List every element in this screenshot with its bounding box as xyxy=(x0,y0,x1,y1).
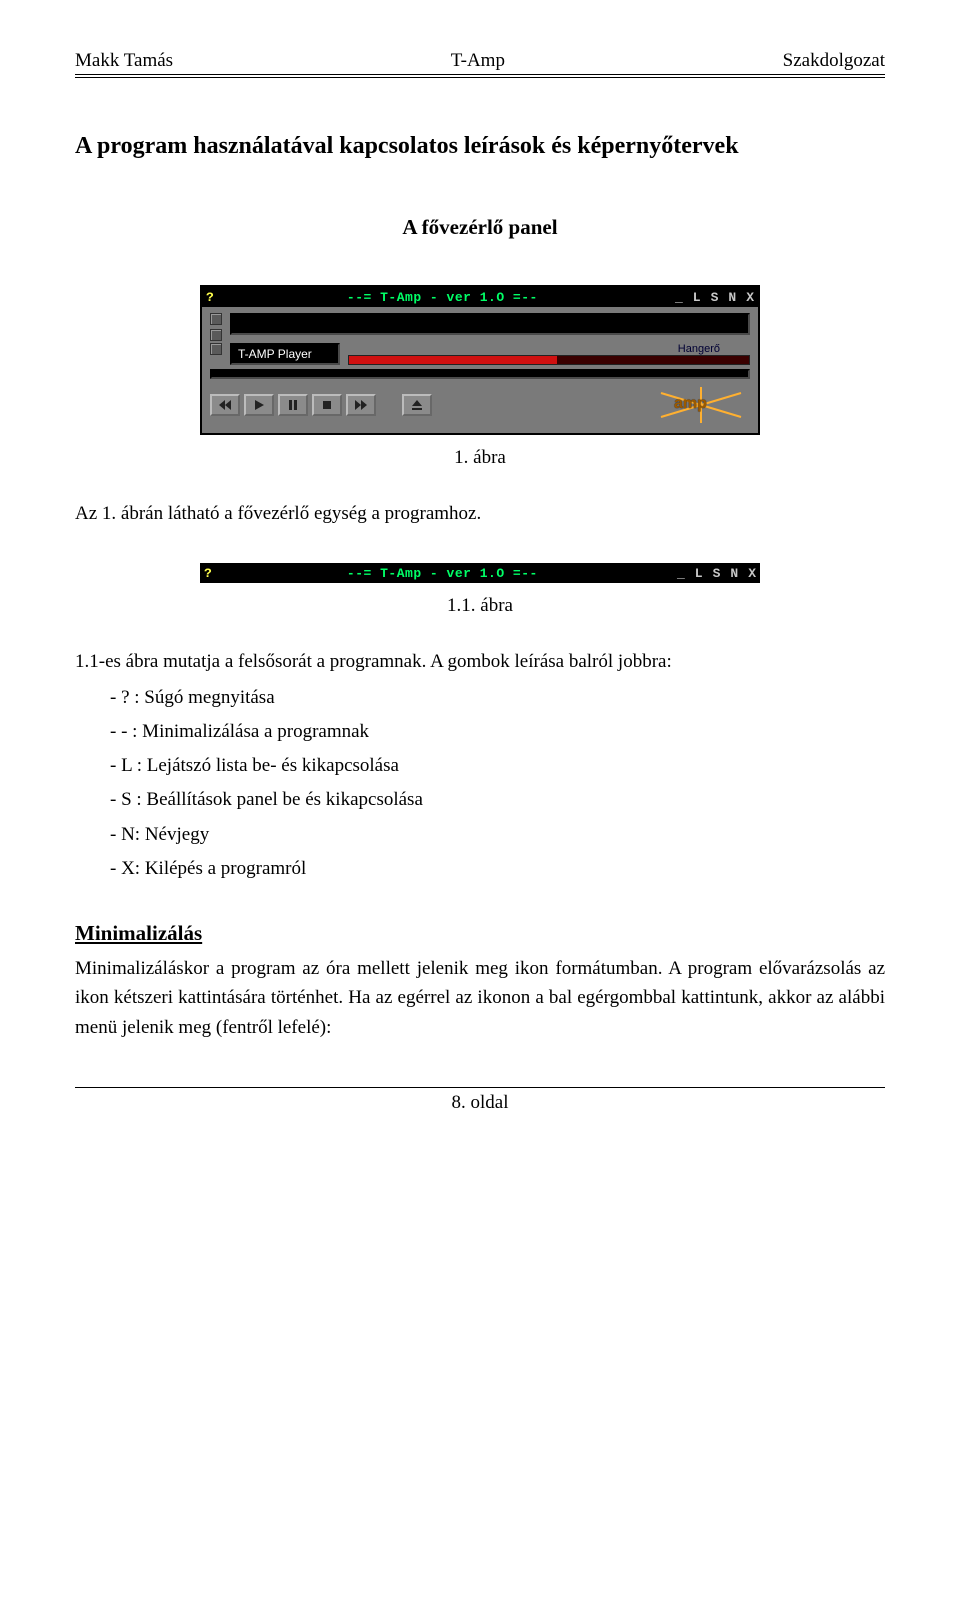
section-subtitle: A fővezérlő panel xyxy=(75,215,885,240)
volume-area: Hangerő xyxy=(348,343,750,365)
player-name-label: T-AMP Player xyxy=(230,343,340,365)
figure-1-1: ? --= T-Amp - ver 1.O =-- _ L S N X xyxy=(75,563,885,583)
about-button[interactable]: N xyxy=(728,290,736,305)
volume-label: Hangerő xyxy=(348,343,750,355)
player-titlebar: ? --= T-Amp - ver 1.O =-- _ L S N X xyxy=(200,563,760,583)
indicator-icon xyxy=(210,343,222,355)
paragraph: 1.1-es ábra mutatja a felsősorát a progr… xyxy=(75,647,885,676)
list-item: ? : Súgó megnyitása xyxy=(75,681,885,715)
figure-1-caption: 1. ábra xyxy=(75,447,885,469)
pause-icon xyxy=(286,398,300,412)
player-title-text: --= T-Amp - ver 1.O =-- xyxy=(347,566,538,581)
play-icon xyxy=(252,398,266,412)
player-titlebar: ? --= T-Amp - ver 1.O =-- _ L S N X xyxy=(202,287,758,307)
eject-button[interactable] xyxy=(402,394,432,416)
next-icon xyxy=(354,398,368,412)
help-button[interactable]: ? xyxy=(204,566,212,581)
playlist-button[interactable]: L xyxy=(693,290,701,305)
header-center: T-Amp xyxy=(451,50,505,72)
playlist-button[interactable]: L xyxy=(695,566,703,581)
tamp-player-window: ? --= T-Amp - ver 1.O =-- _ L S N X xyxy=(200,285,760,435)
header-rule xyxy=(75,74,885,78)
paragraph: Az 1. ábrán látható a fővezérlő egység a… xyxy=(75,499,885,528)
settings-button[interactable]: S xyxy=(713,566,721,581)
volume-slider[interactable] xyxy=(348,355,750,365)
help-button[interactable]: ? xyxy=(206,290,214,305)
page-header: Makk Tamás T-Amp Szakdolgozat xyxy=(75,50,885,72)
minimize-heading: Minimalizálás xyxy=(75,921,885,946)
section-title: A program használatával kapcsolatos leír… xyxy=(75,133,885,160)
stop-button[interactable] xyxy=(312,394,342,416)
logo-text: amp xyxy=(674,395,707,413)
list-item: L : Lejátszó lista be- és kikapcsolása xyxy=(75,749,885,783)
document-page: Makk Tamás T-Amp Szakdolgozat A program … xyxy=(0,0,960,1154)
minimize-button[interactable]: _ xyxy=(675,290,683,305)
player-logo: amp xyxy=(436,385,750,425)
progress-bar[interactable] xyxy=(210,369,750,379)
figure-1-1-caption: 1.1. ábra xyxy=(75,595,885,617)
player-body: T-AMP Player Hangerő xyxy=(202,307,758,433)
list-item: S : Beállítások panel be és kikapcsolása xyxy=(75,783,885,817)
stop-icon xyxy=(320,398,334,412)
figure-1: ? --= T-Amp - ver 1.O =-- _ L S N X xyxy=(75,285,885,435)
eject-icon xyxy=(410,398,424,412)
close-button[interactable]: X xyxy=(746,290,754,305)
list-item: - : Minimalizálása a programnak xyxy=(75,715,885,749)
track-display xyxy=(230,313,750,335)
list-item: X: Kilépés a programról xyxy=(75,852,885,886)
volume-level xyxy=(349,356,557,364)
close-button[interactable]: X xyxy=(748,566,756,581)
next-button[interactable] xyxy=(346,394,376,416)
settings-button[interactable]: S xyxy=(711,290,719,305)
header-left: Makk Tamás xyxy=(75,50,173,72)
header-right: Szakdolgozat xyxy=(783,50,885,72)
pause-button[interactable] xyxy=(278,394,308,416)
minimize-button[interactable]: _ xyxy=(677,566,685,581)
play-button[interactable] xyxy=(244,394,274,416)
titlebar-button-list: ? : Súgó megnyitása - : Minimalizálása a… xyxy=(75,681,885,886)
prev-icon xyxy=(218,398,232,412)
prev-button[interactable] xyxy=(210,394,240,416)
page-number: 8. oldal xyxy=(75,1088,885,1114)
indicator-icon xyxy=(210,329,222,341)
indicator-icon xyxy=(210,313,222,325)
player-title-text: --= T-Amp - ver 1.O =-- xyxy=(347,290,538,305)
paragraph: Minimalizáláskor a program az óra mellet… xyxy=(75,954,885,1042)
list-item: N: Névjegy xyxy=(75,818,885,852)
about-button[interactable]: N xyxy=(730,566,738,581)
transport-controls: amp xyxy=(210,385,750,425)
